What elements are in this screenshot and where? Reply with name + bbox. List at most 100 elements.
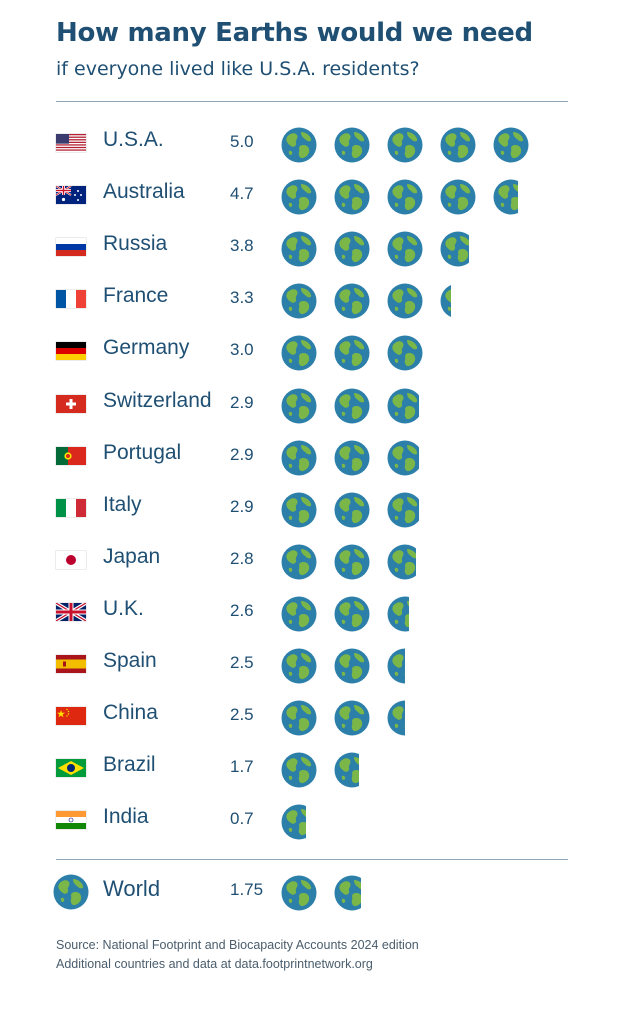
earth-icon: [281, 231, 317, 267]
country-row: Italy 2.9: [0, 483, 628, 535]
country-row: Portugal 2.9: [0, 431, 628, 483]
value-label: 2.9: [230, 444, 254, 464]
country-label: Brazil: [103, 753, 156, 777]
earth-icon: [334, 875, 361, 911]
earth-icon: [387, 492, 420, 528]
value-label: 3.0: [230, 340, 254, 360]
country-row: U.S.A. 5.0: [0, 118, 628, 170]
country-row: Japan 2.8: [0, 535, 628, 587]
chart-subtitle: if everyone lived like U.S.A. residents?: [56, 58, 420, 80]
earth-icon: [334, 492, 370, 528]
country-row: Spain 2.5: [0, 639, 628, 691]
earth-icon: [440, 283, 451, 319]
earth-icon: [493, 127, 529, 163]
country-row: Russia 3.8: [0, 222, 628, 274]
country-row: India 0.7: [0, 795, 628, 847]
top-divider: [56, 101, 568, 102]
earth-icon: [334, 283, 370, 319]
china-flag-icon: [56, 707, 86, 726]
country-label: U.S.A.: [103, 128, 164, 151]
earth-icon: [387, 388, 420, 424]
france-flag-icon: [56, 290, 86, 309]
portugal-flag-icon: [56, 446, 86, 465]
country-row: U.K. 2.6: [0, 587, 628, 639]
uk-flag-icon: [56, 602, 86, 621]
earth-icon: [281, 179, 317, 215]
country-row: Germany 3.0: [0, 326, 628, 378]
earth-icon: [334, 231, 370, 267]
earth-icon: [281, 388, 317, 424]
earth-icon: [387, 648, 405, 684]
earth-icon: [387, 596, 409, 632]
australia-flag-icon: [56, 186, 86, 205]
earth-icon: [281, 596, 317, 632]
japan-flag-icon: [56, 550, 86, 569]
earth-icon: [440, 231, 469, 267]
source-note: Source: National Footprint and Biocapaci…: [56, 936, 419, 974]
earth-icon: [387, 231, 423, 267]
country-row: Australia 4.7: [0, 170, 628, 222]
country-label: Spain: [103, 649, 157, 672]
brazil-flag-icon: [56, 759, 86, 778]
earth-icon: [334, 648, 370, 684]
earth-icon: [334, 335, 370, 371]
country-label: Germany: [103, 336, 190, 360]
bottom-divider: [56, 859, 568, 860]
country-row: China 2.5: [0, 691, 628, 743]
earth-icon: [334, 544, 370, 580]
earth-icon: [334, 127, 370, 163]
value-label: 2.6: [230, 600, 254, 620]
germany-flag-icon: [56, 342, 86, 361]
value-label: 2.5: [230, 653, 254, 672]
earth-icon: [387, 440, 420, 476]
earth-icon: [281, 875, 317, 911]
country-label: France: [103, 284, 169, 308]
earth-icon: [387, 335, 423, 371]
earth-icon: [281, 752, 317, 788]
earth-icon: [281, 440, 317, 476]
earth-icon: [281, 127, 317, 163]
value-label: 1.7: [230, 757, 254, 777]
value-label: 3.8: [230, 236, 254, 256]
value-label: 2.8: [230, 548, 254, 568]
country-label: Switzerland: [103, 388, 212, 412]
earth-icon: [493, 179, 519, 215]
russia-flag-icon: [56, 238, 86, 257]
earth-icon: [387, 283, 423, 319]
world-label: World: [103, 876, 161, 901]
country-label: Portugal: [103, 440, 182, 464]
earth-icon: [281, 335, 317, 371]
value-label: 2.5: [230, 705, 254, 725]
country-label: Australia: [103, 180, 185, 204]
earth-icon: [440, 127, 476, 163]
earth-icon: [334, 388, 370, 424]
chart-title: How many Earths would we need: [56, 18, 533, 48]
earth-icon: [387, 179, 423, 215]
value-label: 0.7: [230, 809, 254, 829]
earth-icon: [334, 700, 370, 736]
country-label: China: [103, 701, 158, 725]
value-label: 2.9: [230, 392, 254, 412]
earth-icon: [281, 283, 317, 319]
country-label: Italy: [103, 492, 142, 516]
earth-icon: [334, 179, 370, 215]
italy-flag-icon: [56, 498, 86, 517]
us-flag-icon: [56, 134, 86, 152]
country-label: U.K.: [103, 596, 144, 620]
value-label: 5.0: [230, 132, 254, 151]
earth-icon: [281, 700, 317, 736]
value-label: 4.7: [230, 184, 254, 204]
source-line-1: Source: National Footprint and Biocapaci…: [56, 938, 419, 952]
spain-flag-icon: [56, 655, 86, 673]
country-row: Brazil 1.7: [0, 743, 628, 795]
world-value: 1.75: [230, 880, 264, 899]
country-row: Switzerland 2.9: [0, 379, 628, 431]
country-label: India: [103, 805, 149, 829]
earth-icon: [387, 544, 416, 580]
earth-icon: [334, 440, 370, 476]
country-label: Japan: [103, 544, 161, 568]
country-row: France 3.3: [0, 274, 628, 326]
india-flag-icon: [56, 811, 86, 830]
earth-icon: [281, 648, 317, 684]
earth-icon: [281, 804, 307, 840]
